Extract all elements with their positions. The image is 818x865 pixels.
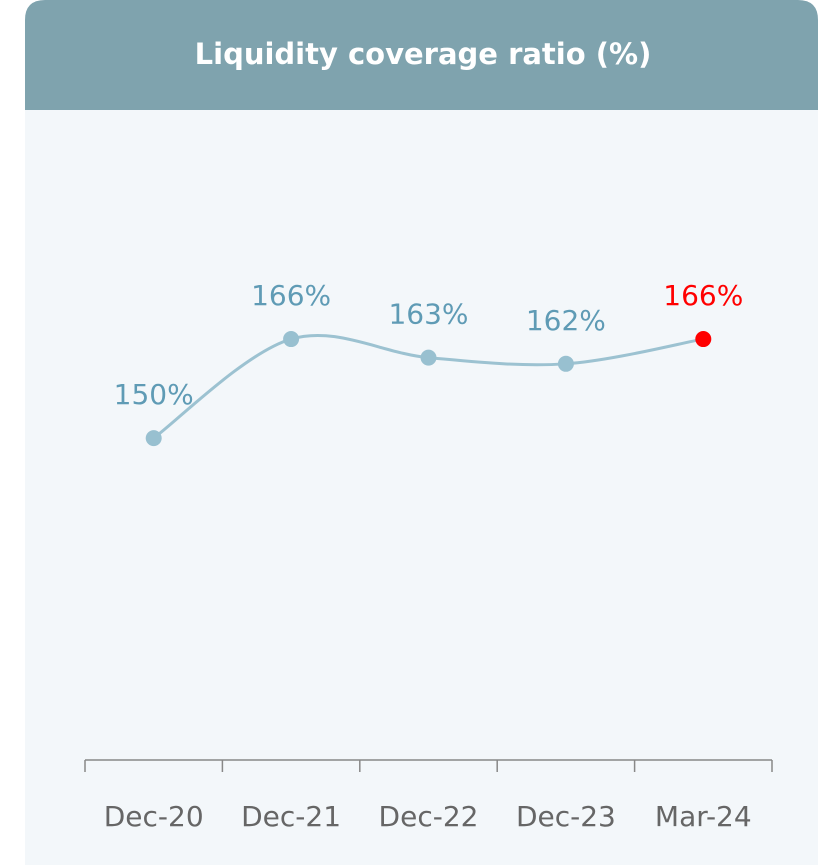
card — [25, 0, 818, 865]
value-label: 162% — [526, 304, 606, 337]
value-label: 150% — [114, 378, 194, 411]
x-tick-label: Dec-21 — [241, 800, 341, 833]
point — [145, 430, 162, 447]
x-tick-label: Mar-24 — [655, 800, 752, 833]
chart-title: Liquidity coverage ratio (%) — [195, 37, 652, 71]
point — [695, 331, 712, 348]
value-label: 163% — [388, 298, 468, 331]
card-header — [25, 0, 818, 110]
value-label: 166% — [663, 279, 743, 312]
x-tick-label: Dec-22 — [379, 800, 479, 833]
x-tick-label: Dec-23 — [516, 800, 616, 833]
point — [420, 349, 437, 366]
value-label: 166% — [251, 279, 331, 312]
x-tick-label: Dec-20 — [104, 800, 204, 833]
point — [557, 355, 574, 372]
point — [283, 331, 300, 348]
